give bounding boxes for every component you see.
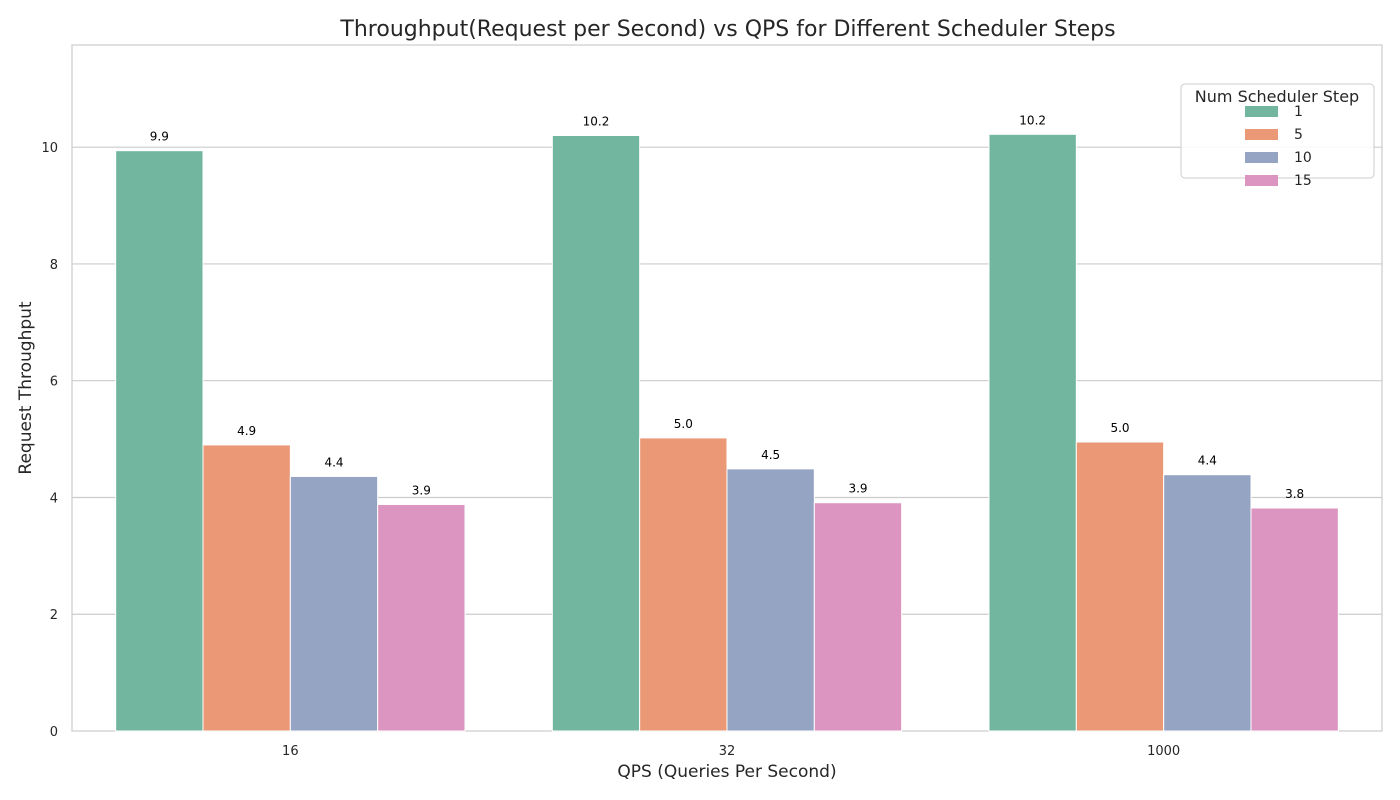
y-tick-label: 4: [50, 491, 58, 506]
bar-value-label: 3.9: [412, 483, 431, 497]
legend-swatch: [1245, 106, 1278, 117]
bar-step-10-qps-1000: [1163, 474, 1252, 732]
x-tick-labels: 16 32 1000: [282, 744, 1180, 759]
bar-value-label: 5.0: [1110, 421, 1129, 435]
y-tick-label: 10: [41, 141, 58, 156]
bar-value-label: 4.9: [237, 424, 256, 438]
legend-entry-label: 5: [1294, 127, 1303, 143]
bar-step-1-qps-1000: [988, 133, 1077, 732]
bar-step-15-qps-1000: [1250, 507, 1339, 732]
y-tick-labels: 0 2 4 6 8 10: [41, 141, 58, 740]
x-tick-label: 16: [282, 744, 299, 759]
legend-swatch: [1245, 129, 1278, 140]
bar-value-label: 10.2: [583, 114, 610, 128]
bar-step-10-qps-16: [289, 475, 379, 732]
chart-title: Throughput(Request per Second) vs QPS fo…: [339, 17, 1115, 42]
bar-value-label: 3.9: [848, 482, 867, 496]
legend-entry-label: 15: [1294, 173, 1312, 189]
y-tick-label: 0: [50, 725, 58, 740]
bar-value-label: 4.4: [324, 455, 343, 469]
x-tick-label: 1000: [1147, 744, 1180, 759]
bar-value-label: 4.5: [761, 448, 780, 462]
bar-value-label: 3.8: [1285, 487, 1304, 501]
x-axis-label: QPS (Queries Per Second): [617, 762, 836, 782]
bar-step-1-qps-32: [551, 134, 641, 732]
bar-step-10-qps-32: [726, 468, 815, 732]
bar-value-label: 10.2: [1019, 113, 1046, 127]
legend-swatch: [1245, 152, 1278, 163]
x-tick-label: 32: [719, 744, 736, 759]
y-tick-label: 6: [50, 375, 58, 390]
bar-value-label: 4.4: [1198, 454, 1217, 468]
legend-swatch: [1245, 175, 1278, 186]
bar-step-15-qps-16: [377, 503, 466, 732]
bars-group: [115, 133, 1339, 732]
legend-entry-label: 10: [1294, 150, 1312, 166]
y-tick-label: 8: [50, 258, 58, 273]
bar-step-5-qps-32: [639, 437, 728, 732]
legend-entry-label: 1: [1294, 104, 1303, 120]
bar-step-5-qps-1000: [1075, 441, 1165, 732]
bar-step-15-qps-32: [813, 502, 903, 732]
y-tick-label: 2: [50, 608, 58, 623]
bar-step-1-qps-16: [115, 150, 204, 732]
bar-step-5-qps-16: [202, 444, 291, 732]
bar-value-label: 9.9: [150, 130, 169, 144]
legend-title: Num Scheduler Step: [1195, 87, 1359, 106]
y-axis-label: Request Throughput: [16, 301, 36, 475]
bar-labels-group: 9.9 10.2 10.2 4.9 5.0 5.0 4.4 4.5 4.4 3.9 3.9 3.8: [150, 113, 1304, 501]
bar-value-label: 5.0: [674, 417, 693, 431]
